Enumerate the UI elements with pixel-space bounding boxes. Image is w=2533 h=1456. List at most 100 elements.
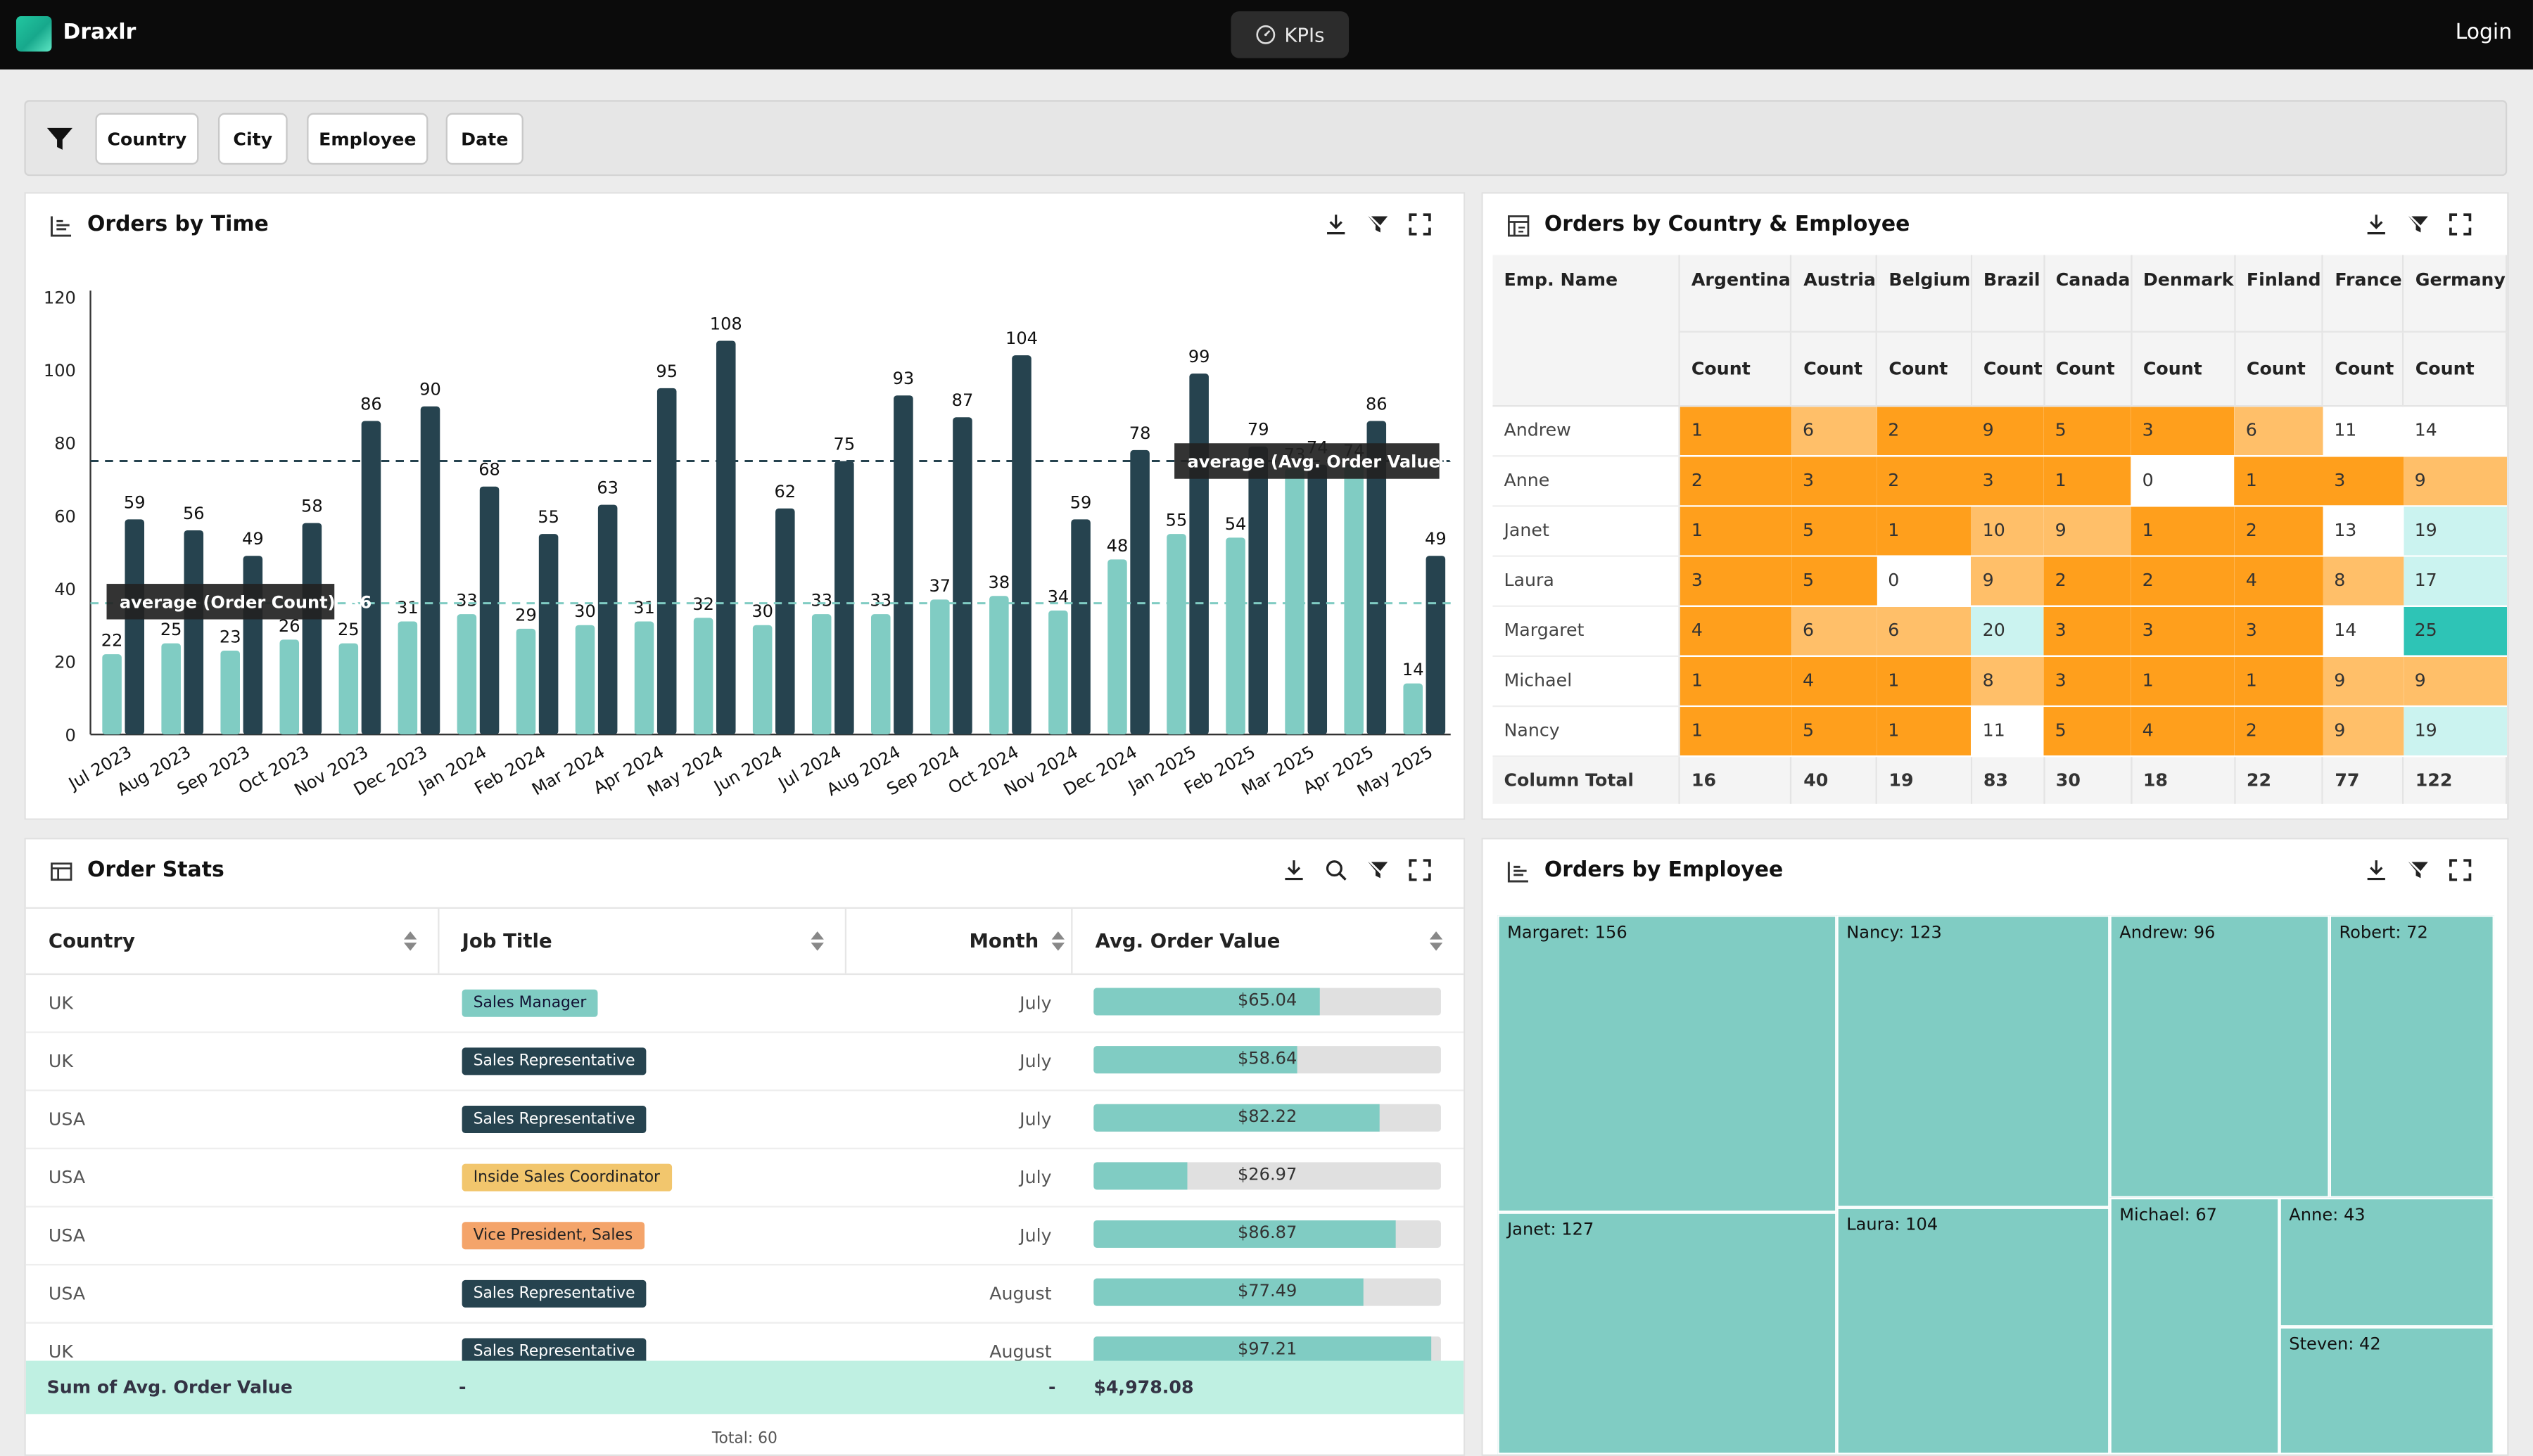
crosstab-cell[interactable]: 6 — [1791, 605, 1877, 656]
month-column-header[interactable]: Month — [846, 909, 1073, 973]
country-header[interactable]: Germany — [2403, 255, 2508, 332]
crosstab-cell[interactable]: 11 — [1971, 705, 2044, 757]
crosstab-cell[interactable]: 9 — [1971, 555, 2044, 606]
crosstab-cell[interactable]: 25 — [2403, 605, 2507, 656]
table-row[interactable]: USA Inside Sales Coordinator July $26.97 — [25, 1148, 1464, 1208]
filter-icon[interactable] — [1366, 213, 1389, 236]
crosstab-cell[interactable]: 1 — [2234, 455, 2323, 506]
crosstab-cell[interactable]: 1 — [1877, 705, 1972, 757]
table-row[interactable]: UK Sales Manager July $65.04 — [25, 973, 1464, 1033]
crosstab-cell[interactable]: 2 — [2131, 555, 2235, 606]
fullscreen-icon[interactable] — [1409, 859, 1431, 881]
crosstab-cell[interactable]: 19 — [2403, 505, 2507, 556]
crosstab-cell[interactable]: 1 — [1679, 405, 1791, 456]
crosstab-cell[interactable]: 2 — [2234, 505, 2323, 556]
crosstab-cell[interactable]: 11 — [2323, 405, 2404, 456]
crosstab-cell[interactable]: 1 — [2234, 655, 2323, 707]
crosstab-cell[interactable]: 2 — [2043, 555, 2131, 606]
treemap-cell-anne[interactable]: Anne: 43 — [2279, 1197, 2494, 1327]
crosstab-cell[interactable]: 5 — [2043, 705, 2131, 757]
kpis-button[interactable]: KPIs — [1231, 11, 1350, 58]
crosstab-cell[interactable]: 19 — [2403, 705, 2507, 757]
crosstab-cell[interactable]: 3 — [1679, 555, 1791, 606]
country-header[interactable]: Canada — [2043, 255, 2132, 332]
download-icon[interactable] — [1283, 859, 1305, 881]
order-stats-body[interactable]: UK Sales Manager July $65.04 UK Sales Represe… — [25, 973, 1464, 1365]
crosstab-cell[interactable]: 4 — [1679, 605, 1791, 656]
crosstab-cell[interactable]: 3 — [1791, 455, 1877, 506]
crosstab-cell[interactable]: 3 — [2131, 405, 2235, 456]
crosstab-cell[interactable]: 6 — [1877, 605, 1972, 656]
crosstab-cell[interactable]: 14 — [2403, 405, 2507, 456]
fullscreen-icon[interactable] — [2449, 859, 2472, 881]
crosstab-cell[interactable]: 4 — [2234, 555, 2323, 606]
fullscreen-icon[interactable] — [1409, 213, 1431, 236]
brand-name[interactable]: Draxlr — [63, 20, 137, 46]
treemap-cell-janet[interactable]: Janet: 127 — [1497, 1212, 1837, 1455]
country-header[interactable]: Austria — [1791, 255, 1878, 332]
treemap-cell-margaret[interactable]: Margaret: 156 — [1497, 915, 1837, 1213]
crosstab-cell[interactable]: 5 — [1791, 705, 1877, 757]
country-header[interactable]: Brazil — [1971, 255, 2045, 332]
crosstab-cell[interactable]: 3 — [1971, 455, 2044, 506]
job-title-column-header[interactable]: Job Title — [439, 909, 847, 973]
crosstab-cell[interactable]: 1 — [1877, 505, 1972, 556]
country-column-header[interactable]: Country — [26, 909, 440, 973]
crosstab-cell[interactable]: 9 — [1971, 405, 2044, 456]
country-header[interactable]: Denmark — [2131, 255, 2235, 332]
crosstab-cell[interactable]: 4 — [1791, 655, 1877, 707]
filter-city-button[interactable]: City — [217, 113, 288, 165]
crosstab-cell[interactable]: 9 — [2403, 455, 2507, 506]
crosstab-cell[interactable]: 0 — [1877, 555, 1972, 606]
sort-icon[interactable] — [811, 931, 824, 951]
login-link[interactable]: Login — [2455, 20, 2513, 46]
country-header[interactable]: Argentina — [1679, 255, 1793, 332]
avg-order-value-column-header[interactable]: Avg. Order Value — [1072, 909, 1464, 973]
draxlr-logo[interactable] — [15, 15, 52, 52]
download-icon[interactable] — [1325, 213, 1347, 236]
crosstab-cell[interactable]: 0 — [2131, 455, 2235, 506]
crosstab-cell[interactable]: 1 — [2131, 655, 2235, 707]
treemap-cell-robert[interactable]: Robert: 72 — [2329, 915, 2494, 1198]
crosstab-cell[interactable]: 1 — [1679, 505, 1791, 556]
table-row[interactable]: USA Sales Representative August $77.49 — [25, 1264, 1464, 1324]
crosstab-cell[interactable]: 8 — [1971, 655, 2044, 707]
crosstab-cell[interactable]: 5 — [1791, 505, 1877, 556]
filter-country-button[interactable]: Country — [95, 113, 199, 165]
crosstab-cell[interactable]: 1 — [2131, 505, 2235, 556]
crosstab-cell[interactable]: 2 — [2234, 705, 2323, 757]
country-header[interactable]: Finland — [2234, 255, 2324, 332]
treemap-cell-laura[interactable]: Laura: 104 — [1836, 1207, 2110, 1455]
crosstab-cell[interactable]: 2 — [1877, 455, 1972, 506]
country-header[interactable]: Belgium — [1877, 255, 1972, 332]
crosstab-cell[interactable]: 9 — [2323, 705, 2404, 757]
crosstab-cell[interactable]: 17 — [2403, 555, 2507, 606]
crosstab-cell[interactable]: 9 — [2403, 655, 2507, 707]
crosstab-cell[interactable]: 5 — [2043, 405, 2131, 456]
filter-icon[interactable] — [2407, 859, 2430, 881]
crosstab-cell[interactable]: 3 — [2043, 605, 2131, 656]
crosstab-cell[interactable]: 1 — [1679, 705, 1791, 757]
crosstab-cell[interactable]: 3 — [2234, 605, 2323, 656]
treemap-cell-michael[interactable]: Michael: 67 — [2109, 1197, 2280, 1455]
table-row[interactable]: USA Sales Representative July $82.22 — [25, 1090, 1464, 1149]
crosstab-cell[interactable]: 3 — [2323, 455, 2404, 506]
crosstab-cell[interactable]: 10 — [1971, 505, 2044, 556]
crosstab-cell[interactable]: 6 — [1791, 405, 1877, 456]
crosstab-cell[interactable]: 9 — [2323, 655, 2404, 707]
filter-date-button[interactable]: Date — [445, 113, 523, 165]
fullscreen-icon[interactable] — [2449, 213, 2472, 236]
country-header[interactable]: France — [2323, 255, 2404, 332]
treemap-cell-steven[interactable]: Steven: 42 — [2279, 1327, 2494, 1455]
crosstab-cell[interactable]: 5 — [1791, 555, 1877, 606]
crosstab-cell[interactable]: 9 — [2043, 505, 2131, 556]
filter-icon[interactable] — [45, 124, 74, 153]
crosstab-cell[interactable]: 2 — [1877, 405, 1972, 456]
crosstab-cell[interactable]: 3 — [2131, 605, 2235, 656]
crosstab-cell[interactable]: 8 — [2323, 555, 2404, 606]
crosstab-cell[interactable]: 1 — [1679, 655, 1791, 707]
download-icon[interactable] — [2365, 213, 2387, 236]
crosstab-cell[interactable]: 13 — [2323, 505, 2404, 556]
sort-icon[interactable] — [1429, 931, 1443, 951]
crosstab-cell[interactable]: 2 — [1679, 455, 1791, 506]
